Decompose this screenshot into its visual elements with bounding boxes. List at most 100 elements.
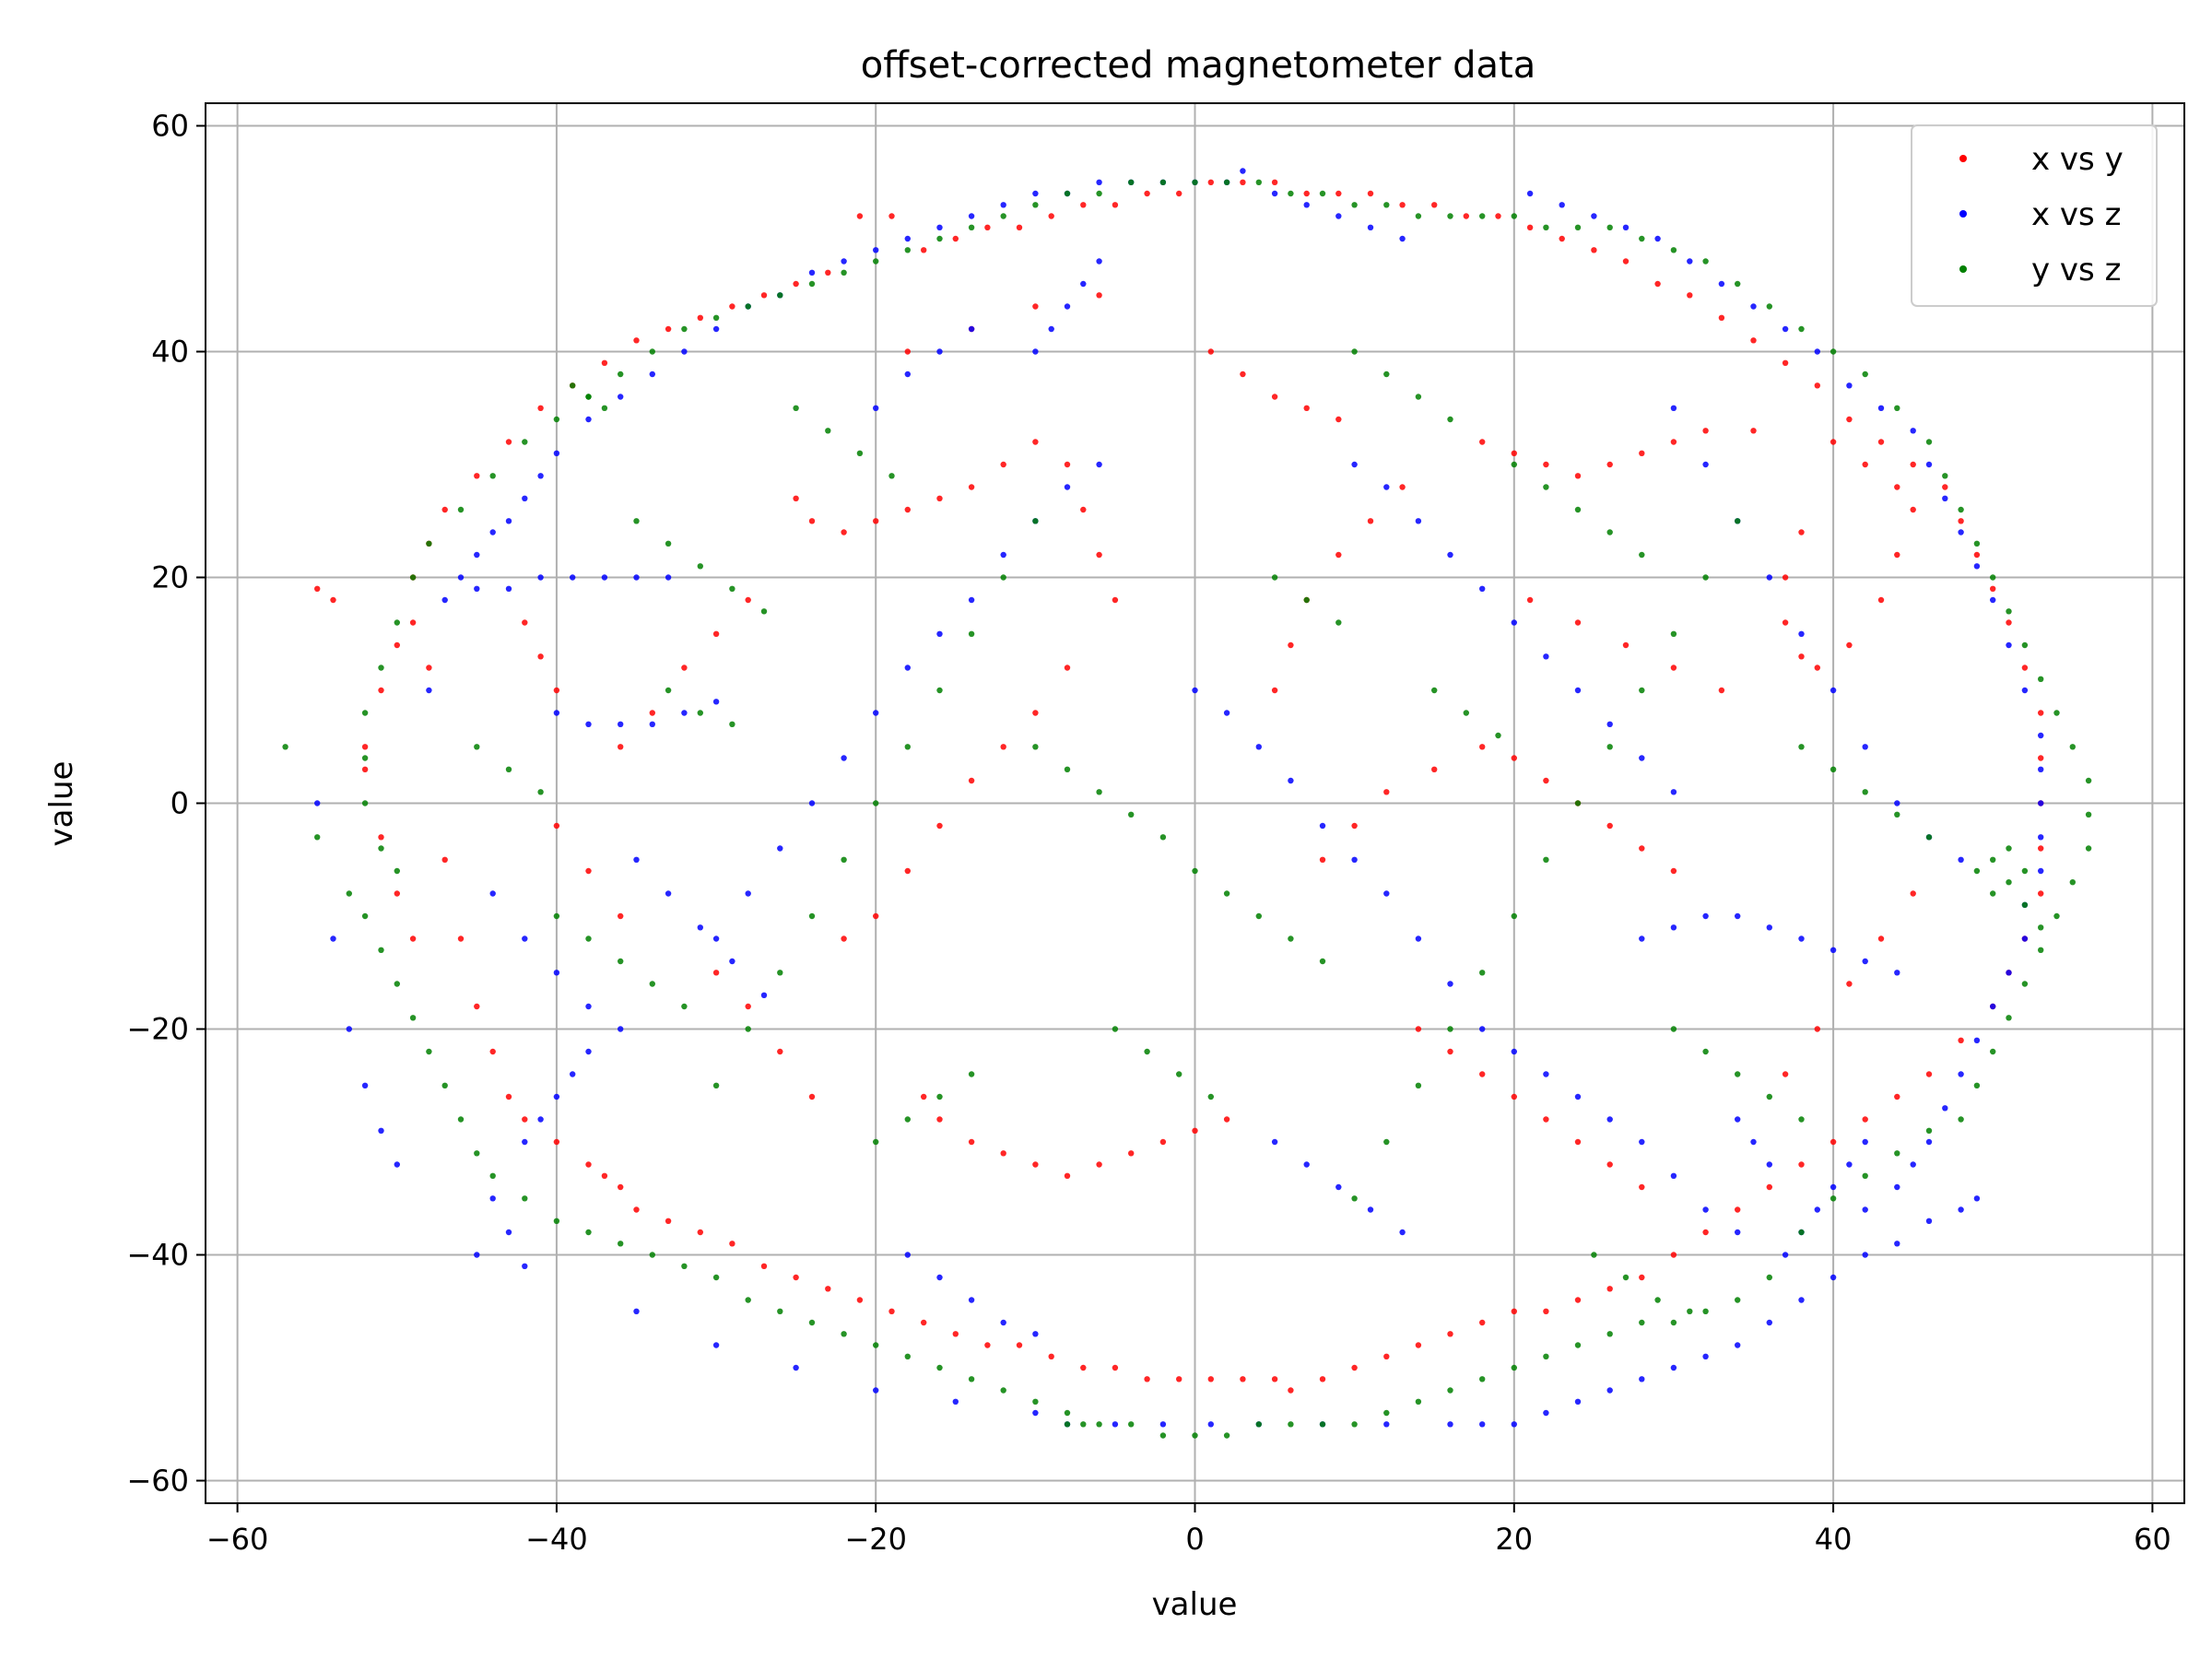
point-y-vs-z: [1702, 1308, 1709, 1315]
point-x-vs-z: [1877, 405, 1885, 411]
point-y-vs-z: [1511, 213, 1518, 219]
point-x-vs-z: [1735, 1229, 1741, 1236]
point-x-vs-z: [1782, 1252, 1789, 1258]
point-x-vs-y: [1351, 822, 1358, 830]
point-y-vs-z: [2038, 947, 2044, 954]
point-x-vs-z: [1750, 1138, 1757, 1146]
point-x-vs-z: [378, 1127, 384, 1135]
point-y-vs-z: [745, 1297, 751, 1303]
point-x-vs-y: [1064, 665, 1071, 671]
point-y-vs-z: [777, 970, 783, 976]
point-x-vs-y: [1862, 461, 1868, 468]
point-x-vs-y: [697, 1229, 703, 1236]
legend-label-y-vs-z: y vs z: [2031, 252, 2121, 288]
point-x-vs-y: [378, 687, 384, 694]
point-x-vs-z: [522, 1138, 528, 1146]
x-tick-label: 40: [1815, 1522, 1853, 1557]
point-x-vs-y: [921, 1319, 927, 1326]
point-x-vs-z: [474, 551, 480, 559]
point-y-vs-z: [1639, 235, 1645, 242]
point-y-vs-z: [1622, 1274, 1630, 1281]
point-y-vs-z: [1606, 224, 1613, 230]
point-x-vs-y: [952, 235, 959, 242]
point-x-vs-z: [1735, 1342, 1741, 1348]
point-y-vs-z: [968, 1376, 975, 1382]
point-x-vs-y: [1016, 1342, 1023, 1348]
point-x-vs-y: [1223, 1116, 1230, 1123]
point-x-vs-z: [1399, 235, 1406, 242]
point-x-vs-z: [1367, 1206, 1374, 1213]
point-x-vs-z: [665, 574, 672, 581]
point-x-vs-y: [665, 1218, 672, 1225]
point-x-vs-z: [2021, 935, 2029, 942]
point-y-vs-z: [936, 1364, 943, 1371]
point-x-vs-y: [1670, 867, 1677, 875]
point-x-vs-z: [1910, 1161, 1916, 1168]
point-y-vs-z: [537, 789, 544, 795]
point-y-vs-z: [1447, 1387, 1453, 1394]
point-x-vs-z: [618, 1026, 624, 1032]
point-x-vs-z: [1702, 461, 1709, 468]
point-x-vs-z: [1814, 348, 1821, 355]
point-x-vs-y: [936, 1116, 943, 1123]
point-y-vs-z: [873, 800, 879, 806]
point-y-vs-z: [2021, 901, 2029, 908]
point-y-vs-z: [394, 981, 400, 987]
point-x-vs-z: [1670, 924, 1677, 931]
y-axis-label: value: [43, 761, 80, 847]
point-y-vs-z: [361, 755, 369, 761]
point-x-vs-z: [1925, 1138, 1933, 1146]
point-x-vs-z: [712, 325, 720, 333]
point-x-vs-y: [1207, 1376, 1215, 1382]
point-x-vs-y: [474, 1003, 480, 1010]
point-x-vs-y: [1670, 439, 1677, 445]
point-x-vs-z: [1814, 1206, 1821, 1213]
point-y-vs-z: [1973, 540, 1981, 547]
point-x-vs-z: [1383, 484, 1390, 490]
point-y-vs-z: [825, 428, 831, 434]
point-x-vs-z: [936, 348, 943, 355]
point-y-vs-z: [808, 1319, 816, 1326]
point-y-vs-z: [1351, 1195, 1358, 1202]
point-x-vs-y: [1479, 1319, 1486, 1326]
point-x-vs-y: [1271, 687, 1278, 694]
point-y-vs-z: [1766, 1274, 1773, 1281]
point-x-vs-y: [1782, 574, 1789, 581]
point-x-vs-z: [904, 235, 911, 242]
point-x-vs-z: [1351, 856, 1358, 863]
legend: x vs y x vs z y vs z: [1911, 124, 2158, 307]
point-x-vs-y: [1016, 224, 1023, 230]
legend-marker-x-vs-z: [1959, 210, 1967, 218]
point-y-vs-z: [712, 1274, 720, 1281]
point-y-vs-z: [1463, 710, 1470, 716]
point-x-vs-z: [1479, 1421, 1486, 1428]
point-y-vs-z: [1862, 1172, 1868, 1180]
point-x-vs-z: [873, 1387, 879, 1394]
point-x-vs-z: [1559, 202, 1565, 208]
point-x-vs-z: [489, 890, 496, 897]
point-x-vs-y: [1112, 202, 1119, 208]
point-x-vs-z: [1766, 924, 1773, 931]
point-y-vs-z: [489, 1172, 496, 1180]
point-x-vs-y: [505, 439, 512, 445]
point-x-vs-z: [441, 596, 448, 604]
point-x-vs-y: [553, 1138, 560, 1146]
point-y-vs-z: [1271, 574, 1278, 581]
point-x-vs-z: [537, 1116, 544, 1123]
point-y-vs-z: [808, 912, 816, 920]
point-x-vs-z: [1447, 1421, 1453, 1428]
point-y-vs-z: [697, 563, 703, 570]
point-x-vs-y: [474, 473, 480, 479]
point-x-vs-z: [1990, 596, 1996, 604]
point-x-vs-z: [1447, 551, 1453, 559]
point-y-vs-z: [1159, 834, 1167, 841]
point-x-vs-z: [570, 1071, 576, 1077]
point-x-vs-y: [1415, 1342, 1422, 1348]
point-x-vs-z: [505, 518, 512, 524]
point-x-vs-z: [1096, 461, 1102, 468]
point-y-vs-z: [1032, 744, 1039, 750]
point-y-vs-z: [1447, 1026, 1453, 1032]
point-x-vs-z: [1862, 1138, 1868, 1146]
point-x-vs-z: [1718, 280, 1725, 288]
point-y-vs-z: [1479, 213, 1486, 219]
